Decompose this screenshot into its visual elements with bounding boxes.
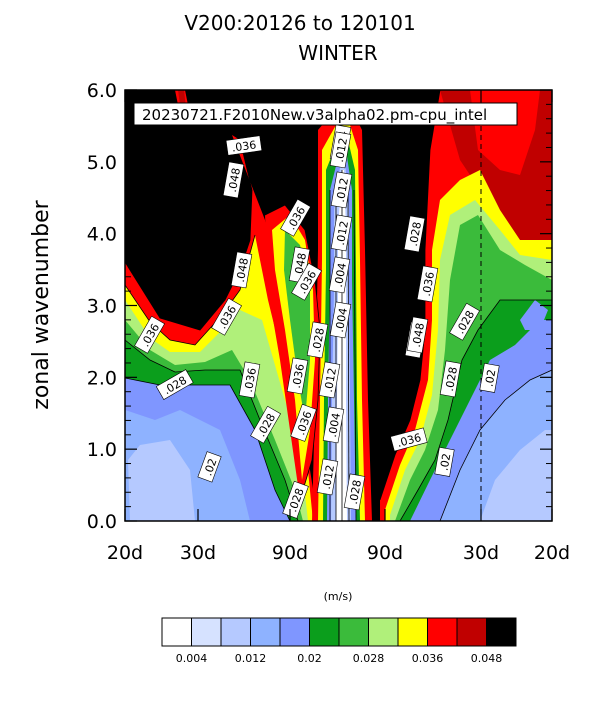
svg-text:.036: .036 [420, 271, 437, 297]
colorbar-swatch [368, 617, 399, 647]
contour-label: .036 [238, 361, 261, 399]
contour-label: .012 [318, 361, 341, 399]
colorbar-swatch [456, 617, 487, 647]
colorbar-unit: (m/s) [324, 590, 353, 603]
x-tick-label: 30d [463, 542, 499, 564]
y-axis-ticks: 0.0 1.0 2.0 3.0 4.0 5.0 6.0 [87, 80, 552, 533]
x-tick-label: 20d [534, 542, 570, 564]
colorbar-swatch [309, 617, 340, 647]
contour-label: .036 [416, 265, 439, 303]
x-axis-ticks: 20d 30d 90d 90d 30d 20d [107, 90, 570, 564]
colorbar-swatch [486, 617, 517, 647]
colorbar-swatch [427, 617, 458, 647]
run-label-box [133, 102, 518, 126]
contour-label: .028 [306, 321, 329, 359]
colorbar-label: 0.028 [353, 652, 385, 665]
svg-text:.012: .012 [322, 367, 339, 393]
chart-subtitle: WINTER [298, 41, 377, 65]
x-tick-label: 30d [180, 542, 216, 564]
svg-text:.004: .004 [332, 262, 349, 288]
colorbar-label: 0.004 [176, 652, 208, 665]
svg-text:.028: .028 [347, 479, 364, 505]
svg-text:.036: .036 [231, 138, 257, 154]
contour-label: .036 [225, 135, 263, 156]
y-tick-label: 4.0 [87, 224, 117, 246]
contour-label: .02 [479, 362, 500, 393]
x-tick-label: 90d [367, 542, 403, 564]
x-tick-label: 90d [272, 542, 308, 564]
chart-title: V200:20126 to 120101 [184, 11, 415, 35]
svg-text:.036: .036 [290, 363, 307, 389]
contour-label: .048 [230, 251, 253, 289]
contour-label: .048 [222, 161, 245, 199]
svg-text:.028: .028 [310, 327, 327, 353]
svg-text:.02: .02 [483, 368, 499, 387]
contour-label: .004 [328, 256, 351, 294]
band-blue-patch [520, 300, 548, 330]
y-tick-label: 1.0 [87, 439, 117, 461]
svg-text:.028: .028 [443, 366, 460, 392]
colorbar-swatch [250, 617, 281, 647]
contour-label: .036 [286, 357, 309, 395]
colorbar-swatch [220, 617, 251, 647]
colorbar-label: 0.036 [412, 652, 444, 665]
colorbar-swatch [191, 617, 222, 647]
contour-label: .02 [197, 451, 222, 483]
svg-text:.02: .02 [438, 452, 454, 471]
contour-label: .02 [434, 446, 455, 477]
svg-text:.036: .036 [242, 367, 259, 393]
svg-text:.02: .02 [201, 457, 219, 478]
svg-text:.012: .012 [333, 137, 350, 163]
contour-label: .012 [330, 171, 353, 209]
colorbar-swatch [161, 617, 192, 647]
contour-label: .012 [330, 214, 353, 252]
svg-text:.028: .028 [407, 221, 424, 247]
y-tick-label: 5.0 [87, 152, 117, 174]
contour-label: .012 [316, 458, 339, 496]
svg-text:.012: .012 [334, 220, 351, 246]
colorbar-swatch [279, 617, 310, 647]
svg-text:.048: .048 [410, 322, 427, 348]
svg-text:.036: .036 [396, 431, 423, 450]
y-tick-label: 2.0 [87, 367, 117, 389]
contour-label: .004 [329, 301, 352, 339]
contour-label: .028 [439, 360, 462, 398]
colorbar [161, 617, 517, 647]
svg-text:.012: .012 [320, 464, 337, 490]
run-label: 20230721.F2010New.v3alpha02.pm-cpu_intel [142, 106, 487, 125]
colorbar-label: 0.012 [235, 652, 267, 665]
colorbar-label: 0.048 [471, 652, 503, 665]
y-tick-label: 0.0 [87, 511, 117, 533]
contour-label: .028 [403, 215, 426, 253]
band-paleblue-right [480, 430, 552, 521]
band-darkred-right [440, 90, 552, 240]
contour-label: .012 [329, 131, 352, 169]
y-axis-label: zonal wavenumber [29, 199, 54, 409]
colorbar-swatch [397, 617, 428, 647]
svg-text:.004: .004 [326, 412, 343, 438]
colorbar-label: 0.02 [297, 652, 322, 665]
band-paleblue-left [128, 440, 195, 521]
contour-label: .004 [322, 406, 345, 444]
svg-text:.004: .004 [333, 307, 350, 333]
y-tick-label: 3.0 [87, 296, 117, 318]
y-tick-label: 6.0 [87, 80, 117, 102]
contour-label: .028 [343, 473, 366, 511]
svg-text:.048: .048 [226, 167, 243, 193]
contour-labels: .036.048.036.048.036.036.048.036.028.028… [134, 124, 500, 519]
x-tick-label: 20d [107, 542, 143, 564]
contour-label: .036 [390, 427, 428, 452]
svg-text:.012: .012 [334, 177, 351, 203]
svg-text:.048: .048 [234, 257, 251, 283]
contour-label: .048 [406, 316, 429, 354]
colorbar-swatch [338, 617, 369, 647]
colorbar-labels: 0.004 0.012 0.02 0.028 0.036 0.048 [176, 652, 503, 665]
